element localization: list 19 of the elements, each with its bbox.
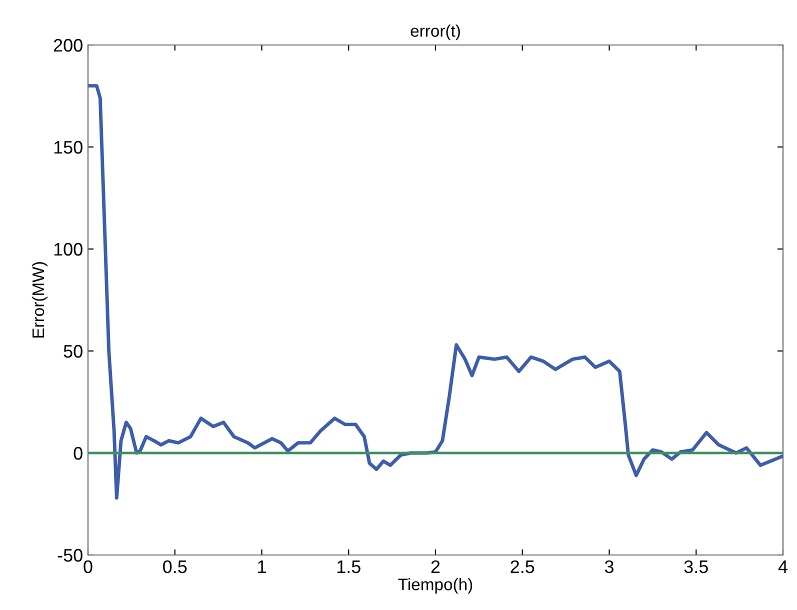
line-series (88, 84, 783, 500)
x-axis-title: Tiempo(h) (398, 578, 472, 594)
x-tick-label: 4 (778, 560, 788, 573)
y-tick-label: 150 (54, 140, 82, 154)
y-tick-label: 50 (64, 344, 82, 358)
x-tick-label: 1.5 (337, 560, 360, 574)
x-tick-label: 3.5 (684, 560, 708, 574)
y-tick-label: 200 (54, 38, 82, 52)
y-tick-label: -50 (58, 548, 82, 562)
y-tick-label: 100 (54, 242, 82, 256)
x-tick-label: 2.5 (510, 560, 534, 574)
x-tick-label: 0 (84, 560, 92, 574)
x-tick-label: 0.5 (163, 560, 187, 574)
y-axis-title: Error(MW) (32, 262, 48, 338)
x-tick-label: 3 (604, 560, 614, 574)
y-tick-label: 0 (74, 446, 82, 460)
x-tick-label: 1 (258, 560, 266, 573)
chart-title: error(t) (410, 24, 460, 40)
x-tick-label: 2 (431, 560, 440, 573)
